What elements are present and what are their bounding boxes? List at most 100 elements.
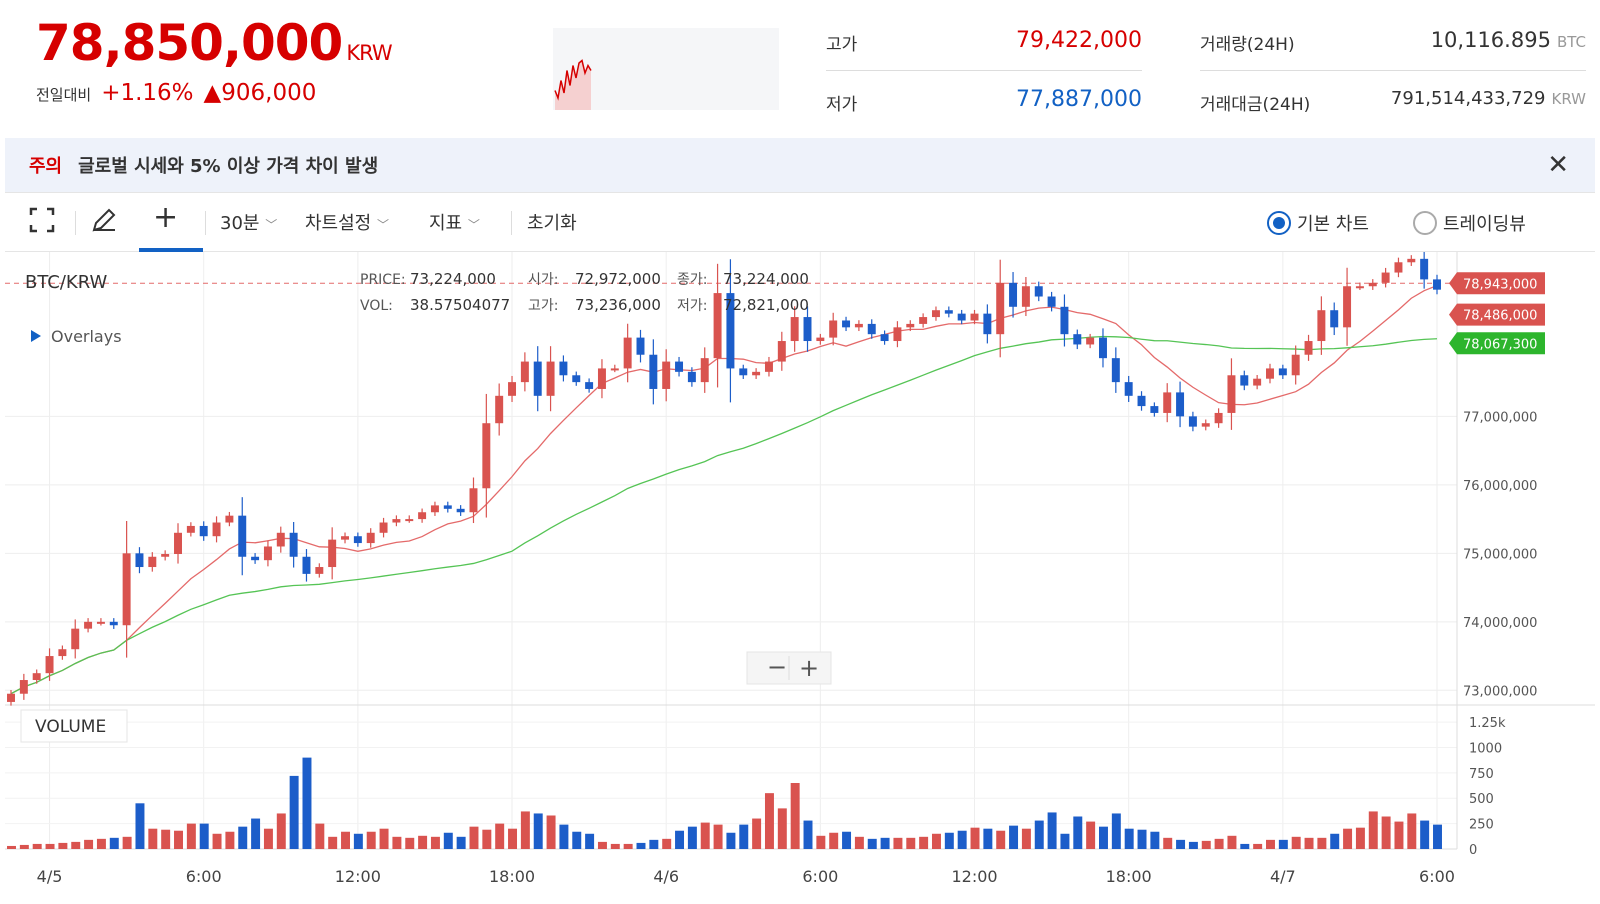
candle-body bbox=[1355, 286, 1364, 289]
candle-body bbox=[392, 519, 401, 523]
volume-bar bbox=[713, 824, 723, 849]
candle-body bbox=[726, 293, 735, 369]
candle-body bbox=[1098, 337, 1107, 359]
close-icon[interactable]: ✕ bbox=[1547, 150, 1569, 180]
candle-body bbox=[752, 371, 761, 376]
price-marker-label: 78,943,000 bbox=[1463, 277, 1537, 292]
candle-body bbox=[148, 556, 157, 568]
candle-body bbox=[366, 532, 375, 544]
candle-body bbox=[585, 382, 594, 389]
crosshair-icon[interactable]: + bbox=[153, 200, 179, 235]
chart-settings-dropdown[interactable]: 차트설정 ﹀ bbox=[305, 213, 389, 234]
chart-labels: BTC/KRW Overlays PRICE: 73,224,000 VOL: … bbox=[20, 270, 832, 743]
time-tick-label: 18:00 bbox=[1106, 867, 1152, 886]
indicator-dropdown[interactable]: 지표 ﹀ bbox=[429, 213, 480, 234]
volume-bar bbox=[983, 828, 993, 849]
volume-bar bbox=[816, 835, 826, 849]
amount-label: 거래대금(24H) bbox=[1200, 95, 1311, 115]
volume-tick-label: 250 bbox=[1469, 818, 1494, 833]
interval-dropdown[interactable]: 30분 ﹀ bbox=[220, 213, 278, 234]
volume-bar bbox=[1098, 826, 1108, 849]
candle-body bbox=[1009, 282, 1018, 307]
candle-body bbox=[508, 382, 517, 396]
volume-bar bbox=[700, 822, 710, 849]
candle-body bbox=[649, 354, 658, 389]
zoom-out-icon[interactable]: − bbox=[767, 653, 787, 681]
symbol-label: BTC/KRW bbox=[25, 272, 108, 293]
time-tick-label: 6:00 bbox=[802, 867, 838, 886]
candle-body bbox=[1150, 406, 1159, 413]
volume-bar bbox=[1009, 825, 1019, 849]
volume-bar bbox=[96, 838, 106, 849]
candle-body bbox=[816, 337, 825, 342]
basic-chart-radio[interactable]: 기본 차트 bbox=[1267, 210, 1369, 236]
overlays-toggle[interactable]: Overlays bbox=[51, 327, 122, 346]
candle-body bbox=[251, 556, 260, 561]
candle-body bbox=[1278, 368, 1287, 376]
candle-body bbox=[1381, 272, 1390, 283]
candle-body bbox=[135, 553, 144, 568]
candlestick-chart[interactable]: 77,000,000 76,000,000 75,000,000 74,000,000… bbox=[5, 249, 1595, 900]
volume-bar bbox=[662, 838, 672, 849]
volume-bar bbox=[1021, 828, 1031, 849]
volume-bar bbox=[854, 836, 864, 849]
candle-body bbox=[315, 567, 324, 574]
volume-bar bbox=[546, 815, 556, 849]
volume-bar bbox=[32, 843, 42, 849]
candle-body bbox=[161, 554, 170, 557]
change-label: 전일대비 bbox=[36, 86, 92, 104]
price-change: 전일대비 +1.16% ▲906,000 bbox=[36, 80, 316, 106]
volume-bar bbox=[58, 842, 68, 849]
volume-bar bbox=[328, 836, 338, 849]
volume-bar bbox=[212, 833, 222, 849]
volume-bar bbox=[777, 808, 787, 849]
volume-bar bbox=[1073, 816, 1083, 849]
candle-body bbox=[764, 361, 773, 372]
candle-body bbox=[854, 323, 863, 328]
volume-bar bbox=[1124, 828, 1134, 849]
volume-bar bbox=[803, 820, 813, 849]
time-tick-label: 4/5 bbox=[37, 867, 63, 886]
ticker-header: 78,850,000 KRW 전일대비 +1.16% ▲906,000 고가 79… bbox=[0, 0, 1600, 138]
volume-bar bbox=[687, 826, 697, 849]
volume-bar bbox=[341, 831, 351, 849]
candle-body bbox=[84, 621, 93, 629]
candle-body bbox=[1086, 337, 1095, 345]
volume-bar bbox=[610, 843, 620, 849]
volume-bar bbox=[353, 833, 363, 849]
volume-bar bbox=[1188, 841, 1198, 849]
volume-bar bbox=[135, 803, 145, 849]
chart-svg[interactable]: 77,000,000 76,000,000 75,000,000 74,000,000… bbox=[5, 249, 1595, 900]
volume-bar bbox=[456, 836, 466, 849]
volume-bar bbox=[867, 838, 877, 849]
candle-body bbox=[341, 536, 350, 540]
volume-bar bbox=[585, 833, 595, 849]
radio-unchecked-icon bbox=[1413, 211, 1437, 235]
price-marker bbox=[1449, 332, 1545, 355]
price-tick-label: 75,000,000 bbox=[1463, 547, 1537, 562]
candle-body bbox=[790, 317, 799, 342]
volume-bar bbox=[1317, 837, 1327, 849]
zoom-in-icon[interactable]: + bbox=[799, 654, 819, 682]
candle-body bbox=[867, 323, 876, 335]
candle-body bbox=[1291, 354, 1300, 376]
volume-bar bbox=[533, 813, 543, 849]
info-vol-label: VOL: bbox=[360, 298, 393, 314]
volume-bar bbox=[1111, 813, 1121, 849]
candle-body bbox=[1407, 258, 1416, 263]
tradingview-radio[interactable]: 트레이딩뷰 bbox=[1413, 210, 1526, 236]
candle-body bbox=[546, 361, 555, 396]
volume-label-box bbox=[20, 709, 128, 743]
reset-button[interactable]: 초기화 bbox=[527, 213, 577, 234]
price-tick-label: 73,000,000 bbox=[1463, 684, 1537, 699]
triangle-right-icon[interactable] bbox=[31, 330, 41, 342]
candle-body bbox=[636, 337, 645, 355]
market-stats: 고가 79,422,000 저가 77,887,000 거래량(24H) 10,… bbox=[826, 0, 1586, 138]
candle-body bbox=[1021, 286, 1030, 307]
info-high: 73,236,000 bbox=[575, 296, 661, 314]
candle-body bbox=[469, 488, 478, 513]
volume-label: 거래량(24H) bbox=[1200, 35, 1295, 55]
fullscreen-icon[interactable] bbox=[27, 205, 57, 240]
pencil-icon[interactable] bbox=[89, 205, 119, 240]
info-low: 72,821,000 bbox=[723, 296, 809, 314]
